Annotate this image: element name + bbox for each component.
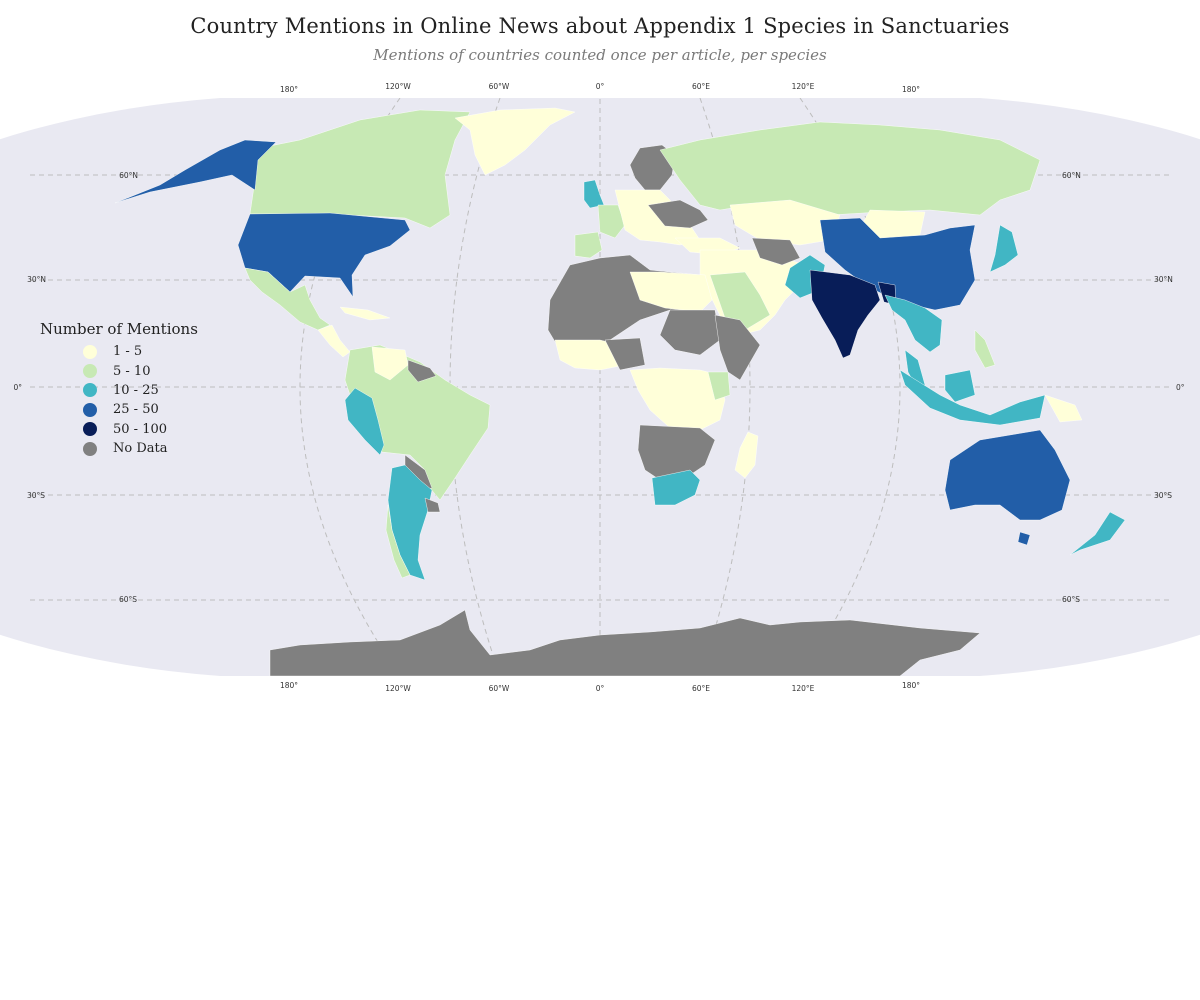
country-kazakhstan (729, 199, 841, 246)
country-india (809, 269, 881, 359)
label-bottom-60w: 60°W (489, 684, 510, 693)
legend-dot-no-data (83, 441, 97, 456)
label-right-60n: 60°N (1062, 171, 1081, 180)
label-top-180w: 180° (280, 85, 298, 94)
legend-dot-50-100 (83, 422, 97, 437)
country-japan (989, 224, 1019, 273)
label-left-60n: 60°N (119, 171, 138, 180)
legend-dot-25-50 (83, 402, 97, 417)
country-philippines (974, 329, 996, 369)
label-right-0: 0° (1176, 383, 1185, 392)
label-right-30s: 30°S (1154, 491, 1172, 500)
label-right-60s: 60°S (1062, 595, 1080, 604)
label-bottom-180e: 180° (902, 681, 920, 690)
country-russia (659, 121, 1041, 216)
legend: Number of Mentions 1 - 5 5 - 10 10 - 25 … (40, 320, 198, 458)
legend-item-25-50: 25 - 50 (40, 400, 198, 419)
country-png (1044, 394, 1083, 423)
legend-item-5-10: 5 - 10 (40, 361, 198, 380)
label-right-30n: 30°N (1154, 275, 1173, 284)
label-left-0: 0° (13, 383, 22, 392)
label-top-120w: 120°W (385, 82, 411, 91)
label-left-30s: 30°S (27, 491, 45, 500)
legend-dot-1-5 (83, 344, 97, 359)
gridline-60w (449, 98, 501, 676)
country-mexico (244, 267, 331, 331)
legend-dot-10-25 (83, 383, 97, 398)
label-bottom-0: 0° (596, 684, 605, 693)
legend-item-50-100: 50 - 100 (40, 420, 198, 439)
country-west-africa (554, 339, 626, 371)
country-new-zealand (1069, 511, 1126, 556)
country-eastern-europe (647, 199, 709, 229)
label-bottom-120w: 120°W (385, 684, 411, 693)
country-iberia (574, 231, 603, 259)
legend-label-5-10: 5 - 10 (113, 363, 151, 379)
legend-label-50-100: 50 - 100 (113, 421, 168, 437)
graticule-labels: 180° 120°W 60°W 0° 60°E 120°E 180° 180° … (13, 82, 1184, 693)
legend-label-25-50: 25 - 50 (113, 402, 159, 418)
country-guianas (407, 359, 437, 383)
map-subtitle: Mentions of countries counted once per a… (373, 46, 827, 64)
legend-label-1-5: 1 - 5 (113, 344, 143, 360)
country-greenland (454, 107, 576, 176)
legend-label-10-25: 10 - 25 (113, 382, 159, 398)
country-horn-of-africa (714, 314, 761, 381)
country-caribbean (339, 306, 391, 321)
label-top-180e: 180° (902, 85, 920, 94)
label-top-120e: 120°E (792, 82, 815, 91)
legend-item-no-data: No Data (40, 439, 198, 458)
country-venezuela (371, 346, 409, 381)
label-top-60w: 60°W (489, 82, 510, 91)
legend-item-1-5: 1 - 5 (40, 342, 198, 361)
country-chile-south (385, 504, 411, 579)
country-libya-egypt (629, 271, 713, 313)
country-iran-region (751, 237, 801, 266)
country-borneo (944, 369, 976, 403)
country-indonesia (899, 369, 1046, 426)
label-left-60s: 60°S (119, 595, 137, 604)
country-tasmania (1017, 531, 1031, 546)
countries (114, 107, 1126, 676)
country-madagascar (734, 431, 759, 479)
label-bottom-60e: 60°E (692, 684, 710, 693)
country-china (819, 217, 976, 311)
country-east-africa (707, 371, 731, 401)
country-southeast-asia (884, 294, 943, 353)
label-top-0: 0° (596, 82, 605, 91)
country-nigeria-region (604, 337, 646, 371)
map-title: Country Mentions in Online News about Ap… (190, 14, 1010, 38)
label-bottom-120e: 120°E (792, 684, 815, 693)
label-top-60e: 60°E (692, 82, 710, 91)
country-central-africa (629, 367, 726, 431)
label-left-30n: 30°N (27, 275, 46, 284)
legend-item-10-25: 10 - 25 (40, 381, 198, 400)
country-antarctica (269, 609, 981, 676)
country-peru (344, 387, 385, 456)
country-scandinavia (629, 144, 676, 191)
country-sudan-region (659, 309, 721, 356)
legend-label-no-data: No Data (113, 441, 168, 457)
legend-dot-5-10 (83, 364, 97, 379)
label-bottom-180w: 180° (280, 681, 298, 690)
country-australia (944, 429, 1071, 521)
country-south-africa (651, 469, 701, 506)
country-france (597, 204, 626, 239)
country-uruguay (424, 497, 441, 513)
country-alaska (114, 139, 277, 204)
legend-title: Number of Mentions (40, 320, 198, 338)
